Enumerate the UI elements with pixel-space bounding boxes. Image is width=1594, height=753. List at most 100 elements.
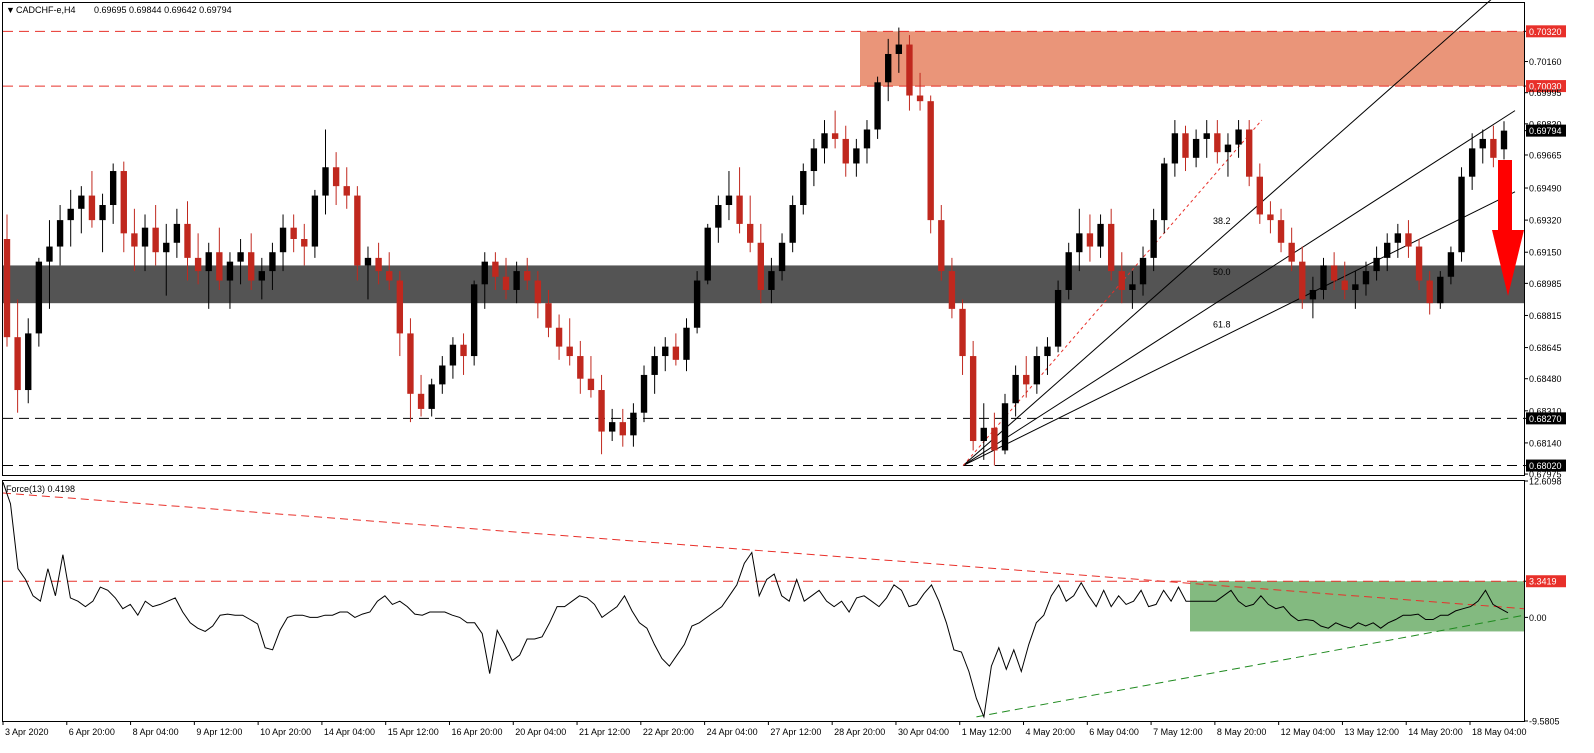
price-axis-label: 0.67975	[1529, 470, 1562, 480]
fib-fan-label: 38.2	[1213, 216, 1231, 226]
candle-body	[725, 195, 733, 206]
candle-body	[651, 356, 658, 375]
candle-body	[1107, 223, 1115, 272]
candle-body	[874, 82, 881, 130]
price-axis-label: 0.68140	[1529, 438, 1562, 448]
candle-body	[1362, 271, 1370, 285]
candle-body	[184, 223, 191, 258]
time-axis-label: 18 May 04:00	[1472, 727, 1527, 737]
candle-body	[608, 422, 616, 432]
candle-body	[1076, 233, 1083, 253]
candle-body	[1394, 233, 1402, 243]
candle-body	[1437, 276, 1444, 304]
candle-body	[1118, 271, 1125, 290]
candle-body	[916, 95, 924, 102]
candle-body	[269, 252, 276, 272]
candle-body	[290, 227, 297, 239]
candle-body	[343, 186, 350, 196]
candle-body	[1288, 242, 1295, 262]
chart-collapse-icon[interactable]: ▼	[6, 5, 15, 15]
candle-body	[927, 101, 934, 221]
candle-body	[1341, 280, 1348, 290]
fib-fan-label: 50.0	[1213, 267, 1231, 277]
candle-body	[481, 261, 488, 285]
candle-body	[1065, 252, 1072, 290]
price-axis-label: 0.68645	[1529, 343, 1562, 353]
candle-body	[1256, 176, 1263, 215]
price-axis-label: 0.69320	[1529, 216, 1562, 226]
candle-body	[354, 195, 361, 266]
price-layer: 38.2 50.0 61.8	[3, 0, 1524, 467]
candle-body	[35, 261, 43, 334]
candle-body	[1129, 284, 1136, 290]
candle-body	[885, 53, 892, 83]
time-axis-label: 24 Apr 04:00	[707, 727, 758, 737]
candle-body	[948, 271, 956, 309]
candle-body	[1299, 261, 1306, 300]
price-axis-label: 0.68310	[1529, 406, 1562, 416]
candle-body	[853, 148, 860, 164]
candle-body	[56, 220, 64, 247]
candle-body	[906, 44, 913, 96]
price-label-box	[1526, 412, 1566, 425]
time-axis-label: 13 May 12:00	[1344, 727, 1399, 737]
candle-body	[513, 271, 520, 290]
candle-body	[619, 422, 626, 436]
time-axis-label: 14 Apr 04:00	[324, 727, 375, 737]
candle-body	[120, 171, 127, 234]
candle-body	[1012, 374, 1019, 404]
candle-body	[1192, 138, 1200, 158]
candle-body	[683, 327, 690, 360]
candle-body	[1161, 163, 1168, 221]
price-axis-label: 0.68815	[1529, 311, 1562, 321]
candle-body	[364, 257, 372, 266]
ohlc-readout: 0.69695 0.69844 0.69642 0.69794	[94, 5, 232, 15]
fib-fan-line	[962, 0, 1492, 466]
candle-body	[1490, 138, 1497, 158]
candle-body	[1267, 214, 1274, 221]
fib-fan-line	[962, 110, 1516, 466]
candle-body	[863, 129, 871, 149]
candle-body	[502, 276, 510, 290]
candle-body	[1033, 356, 1041, 385]
candle-body	[14, 337, 21, 391]
time-axis-label: 15 Apr 12:00	[388, 727, 439, 737]
price-axis-label: 0.69490	[1529, 184, 1562, 194]
price-label-highlight: 0.70320	[1529, 27, 1562, 37]
candle-body	[662, 346, 669, 357]
price-axis-label: 0.69665	[1529, 150, 1562, 160]
candle-body	[470, 284, 478, 357]
candle-body	[439, 365, 446, 385]
candle-body	[598, 390, 605, 432]
candle-body	[524, 271, 531, 281]
candle-body	[555, 327, 563, 347]
candle-body	[258, 271, 265, 281]
candle-body	[969, 356, 977, 442]
candle-body	[417, 393, 425, 409]
time-axis-label: 8 Apr 04:00	[133, 727, 179, 737]
price-label-box	[1526, 124, 1566, 137]
force-indicator-title: Force(13) 0.4198	[6, 484, 75, 494]
candle-body	[1320, 265, 1327, 290]
candle-body	[1182, 133, 1189, 158]
candle-body	[757, 242, 764, 290]
force-series-line	[2, 482, 1509, 719]
candle-body	[693, 280, 701, 328]
candle-body	[1309, 289, 1317, 300]
candle-body	[163, 242, 170, 253]
candle-body	[1001, 403, 1009, 451]
candle-body	[789, 205, 796, 243]
candle-body	[980, 427, 987, 442]
candle-body	[1044, 346, 1051, 357]
candle-body	[1171, 133, 1179, 164]
candle-body	[1479, 138, 1486, 149]
candle-body	[152, 227, 159, 253]
candle-body	[449, 344, 457, 366]
candle-body	[895, 44, 903, 54]
candle-body	[311, 195, 319, 247]
price-axis-label: 0.69995	[1529, 88, 1562, 98]
price-label-highlight: 0.68020	[1529, 461, 1562, 471]
candle-body	[301, 239, 308, 247]
price-label-box	[1526, 25, 1566, 38]
candle-body	[131, 233, 138, 247]
